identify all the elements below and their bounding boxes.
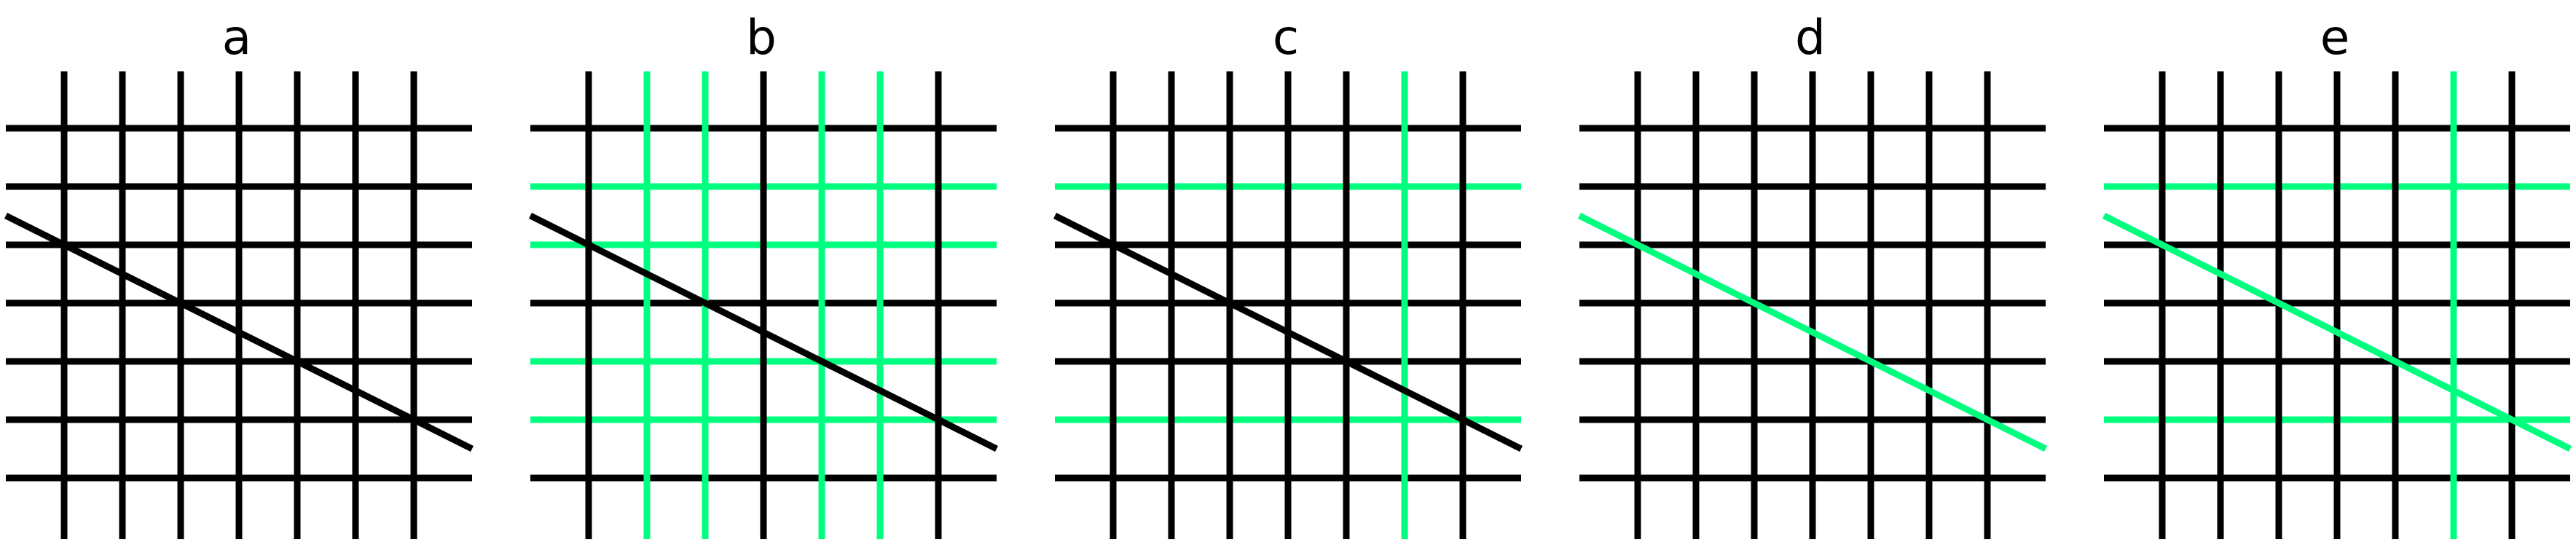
diagonal-line: [1053, 212, 1523, 452]
panel-d-label: d: [1795, 9, 1826, 66]
panel-b: b: [528, 9, 999, 539]
diagonal-line: [2102, 212, 2572, 452]
panel-e-label: e: [2320, 9, 2350, 66]
panel-a-label: a: [222, 9, 251, 66]
panel-d: d: [1577, 9, 2048, 539]
diagonal-line: [4, 212, 474, 452]
panel-c: c: [1053, 9, 1523, 539]
diagonal-line: [1577, 212, 2048, 452]
panel-c-label: c: [1273, 9, 1299, 66]
diagonal-line: [528, 212, 999, 452]
panel-a: a: [4, 9, 474, 539]
panel-b-label: b: [746, 9, 777, 66]
panel-e: e: [2102, 9, 2572, 539]
